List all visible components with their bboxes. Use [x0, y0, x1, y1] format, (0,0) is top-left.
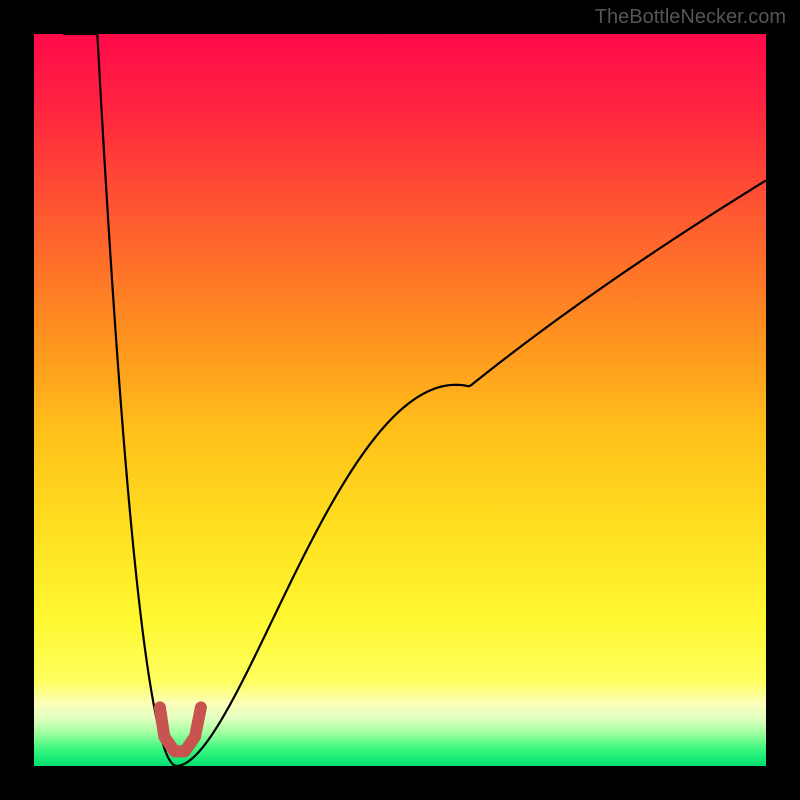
- chart-container: TheBottleNecker.com: [0, 0, 800, 800]
- bottleneck-chart: [0, 0, 800, 800]
- watermark-text: TheBottleNecker.com: [595, 6, 786, 29]
- plot-background-gradient: [34, 34, 766, 766]
